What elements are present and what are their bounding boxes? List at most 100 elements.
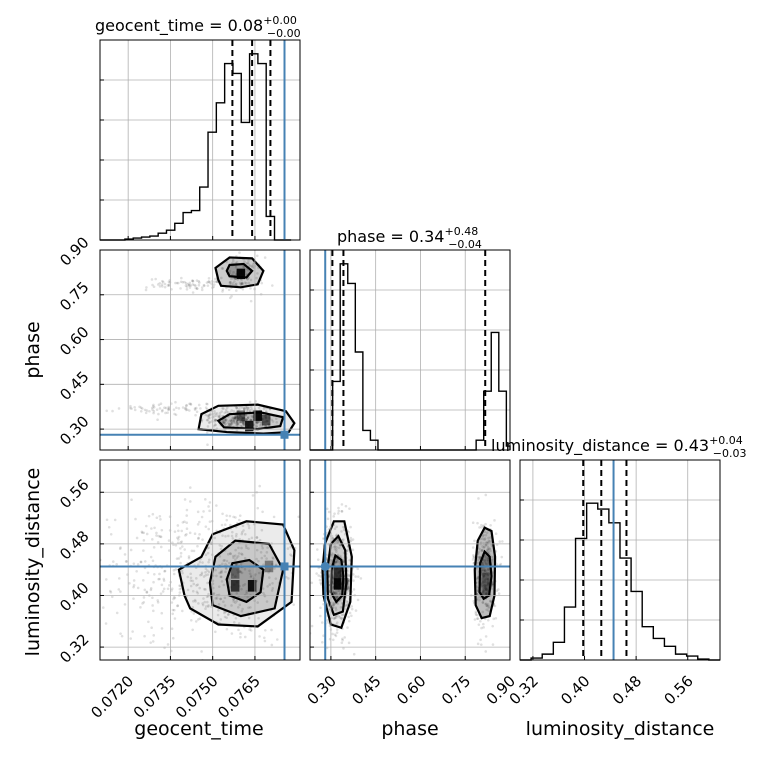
sample-point <box>198 520 201 524</box>
sample-point <box>184 281 188 285</box>
sample-point <box>480 548 484 552</box>
sample-point <box>262 563 265 567</box>
sample-point <box>234 548 237 552</box>
sample-point <box>334 606 338 610</box>
sample-point <box>476 556 480 559</box>
sample-point <box>235 532 238 536</box>
sample-point <box>246 522 249 526</box>
sample-point <box>139 606 142 609</box>
density-bin <box>253 410 262 421</box>
sample-point <box>239 283 243 286</box>
sample-point <box>109 532 113 536</box>
sample-point <box>152 285 156 289</box>
sample-point <box>260 528 264 532</box>
sample-point <box>338 616 342 619</box>
sample-point <box>331 601 334 604</box>
sample-point <box>179 561 182 565</box>
sample-point <box>239 562 243 566</box>
sample-point <box>246 405 249 409</box>
sample-point <box>251 494 255 497</box>
sample-point <box>481 545 484 548</box>
sample-point <box>338 591 342 595</box>
sample-point <box>160 409 164 413</box>
sample-point <box>145 591 149 594</box>
sample-point <box>304 573 307 576</box>
sample-point <box>333 545 337 548</box>
sample-point <box>152 409 156 413</box>
sample-point <box>224 570 227 574</box>
sample-point <box>158 285 162 288</box>
sample-point <box>186 575 190 579</box>
sample-point <box>486 604 489 608</box>
sample-point <box>219 575 223 579</box>
sample-point <box>181 280 185 284</box>
sample-point <box>245 418 248 422</box>
sample-point <box>206 402 209 406</box>
sample-point <box>472 556 476 559</box>
sample-point <box>490 557 494 561</box>
sample-point <box>172 608 176 612</box>
sample-point <box>500 555 504 559</box>
sample-point <box>226 552 230 556</box>
sample-point <box>230 632 234 635</box>
sample-point <box>328 607 331 611</box>
sample-point <box>237 518 241 522</box>
sample-point <box>346 626 349 629</box>
sample-point <box>270 643 274 647</box>
sample-point <box>485 604 489 607</box>
sample-point <box>245 407 248 410</box>
y-tick-label: 0.40 <box>56 579 92 615</box>
sample-point <box>174 543 178 547</box>
sample-point <box>335 560 338 564</box>
sample-point <box>179 547 182 550</box>
sample-point <box>213 420 216 423</box>
sample-point <box>235 420 239 423</box>
sample-point <box>167 283 171 286</box>
sample-point <box>130 498 133 502</box>
sample-point <box>235 420 239 424</box>
sample-point <box>144 524 148 528</box>
sample-point <box>242 406 246 410</box>
sample-point <box>234 283 237 286</box>
sample-point <box>479 638 482 642</box>
sample-point <box>223 420 227 423</box>
sample-point <box>354 609 358 612</box>
sample-point <box>204 553 208 557</box>
sample-point <box>124 560 128 563</box>
sample-point <box>197 602 200 605</box>
sample-point <box>480 626 483 630</box>
sample-point <box>216 613 220 617</box>
sample-point <box>191 279 195 283</box>
sample-point <box>161 408 164 412</box>
sample-point <box>244 405 248 409</box>
sample-point <box>205 595 209 599</box>
sample-point <box>221 267 225 270</box>
sample-point <box>158 515 162 518</box>
sample-point <box>352 579 355 582</box>
sample-point <box>158 572 161 576</box>
sample-point <box>234 558 237 562</box>
sample-point <box>486 573 489 577</box>
x-tick-label: 0.75 <box>438 672 474 708</box>
sample-point <box>489 600 492 603</box>
sample-point <box>129 406 132 410</box>
sample-point <box>480 579 484 582</box>
sample-point <box>271 556 274 559</box>
sample-point <box>160 611 164 615</box>
sample-point <box>115 611 119 615</box>
sample-point <box>482 559 486 562</box>
sample-point <box>178 584 181 587</box>
sample-point <box>480 573 484 577</box>
sample-point <box>483 572 486 575</box>
sample-point <box>234 277 237 280</box>
sample-point <box>486 561 490 565</box>
sample-point <box>186 588 190 592</box>
sample-point <box>274 417 278 420</box>
sample-point <box>240 281 244 285</box>
sample-point <box>214 568 217 572</box>
sample-point <box>144 411 148 415</box>
sample-point <box>246 417 249 420</box>
sample-point <box>286 547 290 550</box>
sample-point <box>214 419 217 422</box>
